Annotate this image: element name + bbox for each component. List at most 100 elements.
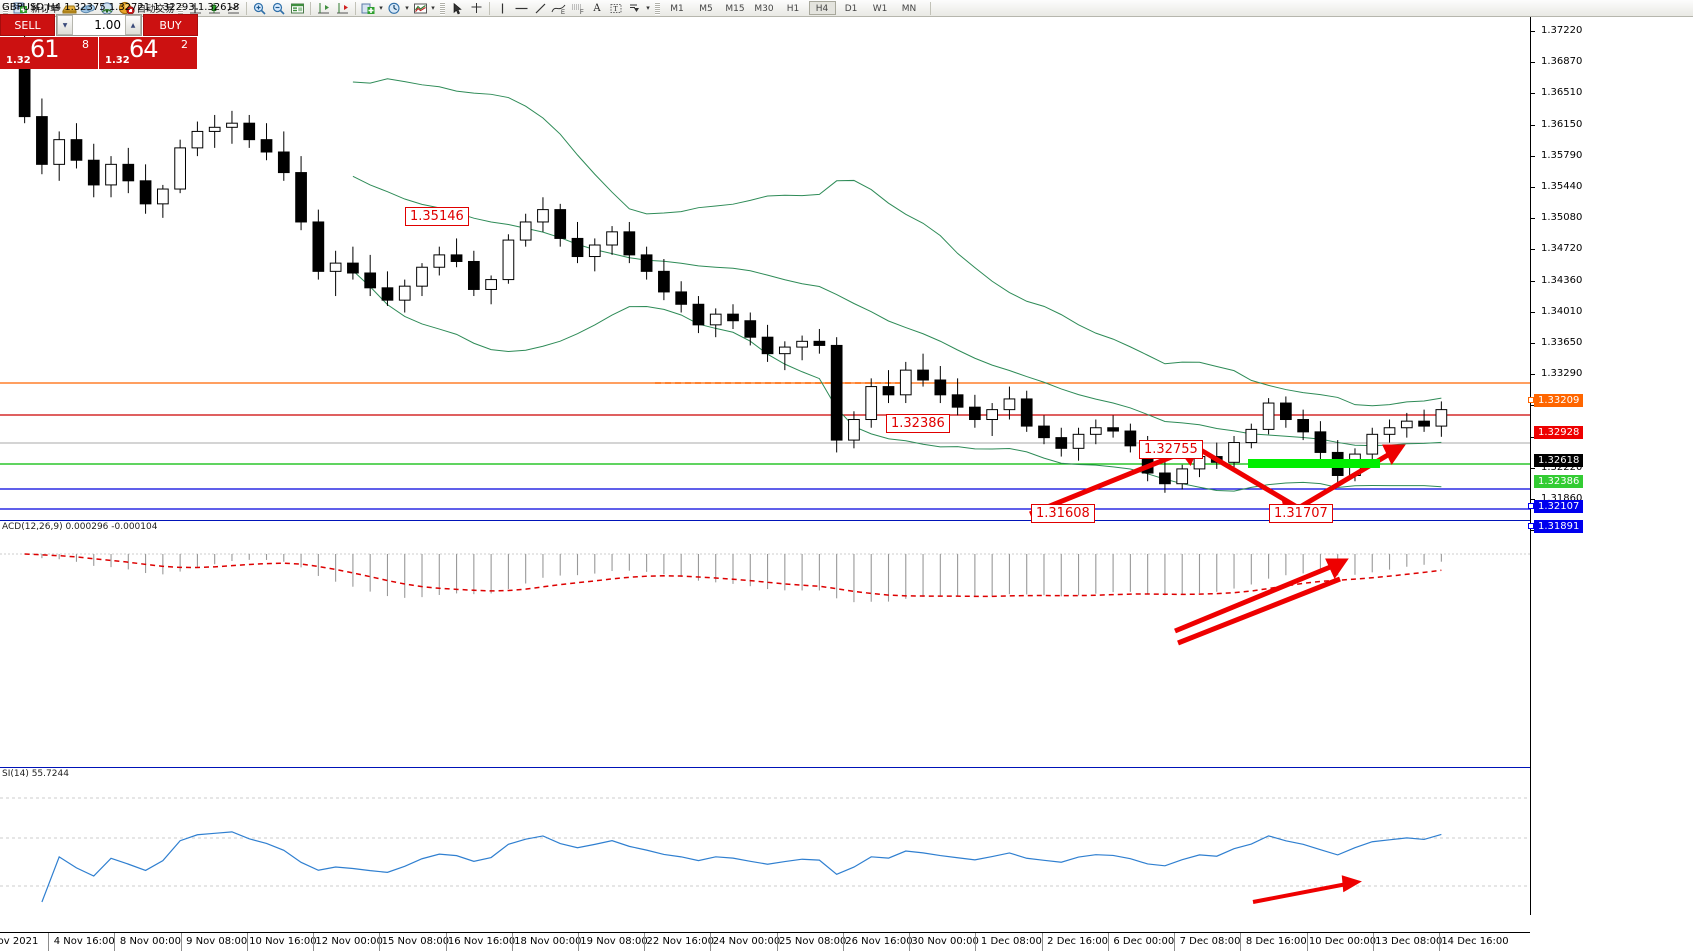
add-indicator-icon[interactable] <box>360 1 377 16</box>
price-tick <box>1531 31 1535 32</box>
annotation-low-1[interactable]: 1.31608 <box>1031 504 1095 523</box>
macd-pane[interactable]: ACD(12,26,9) 0.000296 -0.000104 <box>0 520 1530 764</box>
timeframe-mn[interactable]: MN <box>901 4 917 14</box>
price-level-badge-support-green[interactable]: 1.32386 <box>1534 475 1584 488</box>
annotation-high-1[interactable]: 1.35146 <box>405 207 469 226</box>
arrows-dropdown-icon[interactable]: ▾ <box>646 5 650 12</box>
time-separator <box>710 933 712 951</box>
price-pane[interactable] <box>0 17 1530 517</box>
candle-body <box>675 291 688 305</box>
time-tick-label: 10 Dec 00:00 <box>1308 936 1377 947</box>
price-level-badge-current-price[interactable]: 1.32618 <box>1534 454 1584 467</box>
zoom-out-icon[interactable] <box>270 1 287 16</box>
toolbar-grip-2[interactable] <box>177 1 183 15</box>
sell-button[interactable]: SELL <box>0 14 55 36</box>
price-level-badge-support-blue-1[interactable]: 1.32107 <box>1534 500 1584 513</box>
vertical-line-icon[interactable] <box>494 1 511 16</box>
signal-icon[interactable] <box>99 1 116 16</box>
arrows-tool-icon[interactable] <box>627 1 644 16</box>
templates-dropdown-icon[interactable]: ▾ <box>431 5 435 12</box>
candle-body <box>467 260 480 290</box>
price-level-badge-resistance-orange[interactable]: 1.33209 <box>1534 394 1584 407</box>
price-axis[interactable]: 1.37220 1.36870 1.36510 1.36150 1.35790 1.354… <box>1528 17 1693 915</box>
volume-value[interactable]: 1.00 <box>94 18 121 32</box>
timeframe-m1[interactable]: M1 <box>670 4 684 14</box>
time-separator <box>975 933 977 951</box>
equidistant-channel-icon[interactable]: E <box>551 1 568 16</box>
time-tick-label: 2 Dec 16:00 <box>1047 936 1109 947</box>
templates-icon[interactable] <box>412 1 429 16</box>
toolbar-grip-3[interactable] <box>439 1 445 15</box>
one-click-trading-panel[interactable]: SELL ▼ 1.00 ▲ BUY 1.32 61 8 1.32 64 2 <box>0 14 198 69</box>
crosshair-icon[interactable] <box>468 1 485 16</box>
sell-price-sup: 8 <box>82 38 89 51</box>
price-tick-label: 1.36870 <box>1541 56 1583 68</box>
time-separator <box>511 933 513 951</box>
time-tick-label: 13 Dec 08:00 <box>1375 936 1443 947</box>
candle-body <box>623 231 636 256</box>
buy-price-display[interactable]: 1.32 64 2 <box>99 35 197 69</box>
horizontal-line-icon[interactable] <box>513 1 530 16</box>
price-level-handle[interactable] <box>1528 523 1534 529</box>
timeframe-m30[interactable]: M30 <box>754 4 774 14</box>
chart-shift-icon[interactable] <box>315 1 332 16</box>
cursor-icon[interactable] <box>449 1 466 16</box>
candle-body <box>571 237 584 258</box>
cloud-icon[interactable] <box>80 1 97 16</box>
time-separator <box>1174 933 1176 951</box>
toolbar-grip[interactable] <box>3 1 8 15</box>
timeframe-h4[interactable]: H4 <box>808 1 836 15</box>
autotrade-icon[interactable] <box>118 1 135 16</box>
annotation-low-2[interactable]: 1.31707 <box>1269 504 1333 523</box>
timeframe-h1[interactable]: H1 <box>786 4 800 14</box>
candle-body <box>105 163 117 186</box>
candle-body <box>1245 428 1258 444</box>
gold-bar-icon[interactable] <box>61 1 78 16</box>
timeframe-m5[interactable]: M5 <box>699 4 713 14</box>
chart-area[interactable]: ACD(12,26,9) 0.000296 -0.000104 SI(14) 5… <box>0 17 1693 952</box>
time-tick-label: 4 Nov 16:00 <box>53 936 115 947</box>
macd-label: ACD(12,26,9) 0.000296 -0.000104 <box>2 522 158 532</box>
volume-increase-button[interactable]: ▲ <box>125 15 141 35</box>
timeframe-m15[interactable]: M15 <box>725 4 745 14</box>
candlestick-chart-icon[interactable] <box>206 1 223 16</box>
annotation-high-2[interactable]: 1.32755 <box>1139 440 1203 459</box>
timeframe-d1[interactable]: D1 <box>844 4 858 14</box>
time-separator <box>644 933 646 951</box>
candle-body <box>156 188 169 205</box>
buy-button[interactable]: BUY <box>143 14 198 36</box>
price-level-handle[interactable] <box>1528 503 1534 509</box>
time-separator <box>445 933 447 951</box>
price-tick <box>1531 249 1535 251</box>
line-chart-icon[interactable] <box>225 1 242 16</box>
candle-body <box>450 254 463 262</box>
data-window-icon[interactable] <box>289 1 306 16</box>
volume-decrease-button[interactable]: ▼ <box>57 15 73 35</box>
new-order-icon[interactable] <box>12 1 29 16</box>
zoom-in-icon[interactable] <box>251 1 268 16</box>
text-label-icon[interactable]: T <box>608 1 625 16</box>
toolbar-grip-4[interactable] <box>654 1 660 15</box>
macd-uptrend-arrow-2 <box>1177 576 1341 646</box>
auto-scroll-icon[interactable] <box>334 1 351 16</box>
period-clock-icon[interactable] <box>386 1 403 16</box>
text-tool-icon[interactable]: A <box>593 2 601 14</box>
rsi-label: SI(14) 55.7244 <box>2 769 69 779</box>
price-level-badge-support-blue-2[interactable]: 1.31891 <box>1534 520 1584 533</box>
bar-chart-icon[interactable] <box>187 1 204 16</box>
timeframe-w1[interactable]: W1 <box>872 4 888 14</box>
price-level-handle[interactable] <box>1528 397 1534 403</box>
annotation-support-1[interactable]: 1.32386 <box>886 414 950 433</box>
fibonacci-icon[interactable]: F <box>570 1 587 16</box>
candle-body <box>1297 419 1310 433</box>
indicator-dropdown-icon[interactable]: ▾ <box>379 5 383 12</box>
period-dropdown-icon[interactable]: ▾ <box>405 5 409 12</box>
time-separator <box>776 933 778 951</box>
volume-field[interactable]: ▼ 1.00 ▲ <box>56 14 142 36</box>
sell-price-display[interactable]: 1.32 61 8 <box>0 35 98 69</box>
candle-body <box>761 336 774 355</box>
rsi-pane[interactable]: SI(14) 55.7244 <box>0 767 1530 915</box>
candle-body <box>1124 430 1137 447</box>
trendline-icon[interactable] <box>532 1 549 16</box>
price-level-badge-resistance-red[interactable]: 1.32928 <box>1534 426 1584 439</box>
